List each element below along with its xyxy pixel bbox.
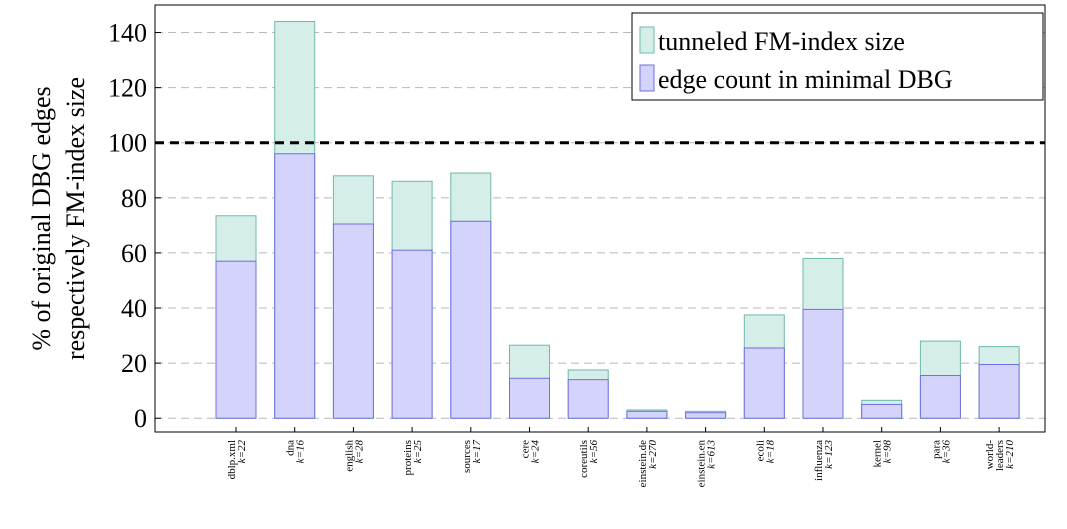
x-tick-label: k=123	[823, 440, 835, 469]
y-tick-label: 100	[108, 129, 147, 158]
x-tick-label: k=25	[412, 440, 424, 464]
x-tick-label: k=613	[706, 440, 718, 469]
y-tick-label: 140	[108, 19, 147, 48]
x-tick-label: k=16	[295, 440, 307, 464]
bar	[215, 260, 257, 419]
x-tick-label: k=18	[764, 440, 776, 464]
x-tick-label: k=24	[530, 440, 542, 464]
y-tick-label: 60	[121, 239, 147, 268]
x-tick-label: kernel	[872, 440, 884, 467]
y-tick-label: 20	[121, 349, 147, 378]
x-tick-label: leaders	[994, 440, 1006, 471]
bar	[743, 347, 785, 419]
x-tick-label: english	[343, 440, 355, 472]
x-tick-label: k=210	[1004, 440, 1016, 469]
legend-swatch	[639, 26, 655, 54]
y-tick-label: 80	[121, 184, 147, 213]
legend-swatch	[639, 64, 655, 92]
y-tick-label: 0	[134, 404, 147, 433]
bar	[567, 379, 609, 419]
legend-box	[631, 12, 1044, 101]
x-tick-label: k=98	[882, 440, 894, 464]
bar	[978, 364, 1020, 419]
x-tick-label: proteins	[402, 440, 414, 475]
bar	[274, 153, 316, 419]
y-axis-label: % of original DBG edges	[27, 86, 56, 350]
y-tick-label: 40	[121, 294, 147, 323]
x-tick-label: einstein.en	[696, 440, 708, 488]
bar	[626, 410, 668, 419]
y-axis-label: respectively FM-index size	[61, 77, 90, 360]
legend-label: edge count in minimal DBG	[658, 65, 953, 94]
bar	[919, 375, 961, 419]
bar	[391, 249, 433, 419]
x-tick-label: einstein.de	[637, 440, 649, 487]
x-tick-label: coreutils	[578, 440, 590, 478]
x-tick-label: k=22	[236, 440, 248, 464]
x-tick-label: k=17	[471, 440, 483, 464]
x-tick-label: ecoli	[754, 440, 766, 461]
bar	[685, 412, 727, 419]
x-tick-label: k=36	[940, 440, 952, 464]
bar	[450, 220, 492, 419]
bar	[332, 223, 374, 419]
x-tick-label: influenza	[813, 440, 825, 481]
plot-frame	[154, 4, 1046, 433]
bar	[861, 403, 903, 419]
x-tick-label: world-	[984, 440, 996, 470]
x-tick-label: sources	[461, 440, 473, 473]
legend-label: tunneled FM-index size	[658, 27, 905, 56]
x-tick-label: cere	[520, 440, 532, 458]
x-tick-label: para	[930, 440, 942, 459]
x-tick-label: dblp.xml	[226, 440, 238, 479]
bar	[802, 308, 844, 419]
x-tick-label: k=270	[647, 440, 659, 469]
x-tick-label: k=28	[353, 440, 365, 464]
x-tick-label: k=56	[588, 440, 600, 464]
y-tick-label: 120	[108, 74, 147, 103]
x-tick-label: dna	[285, 440, 297, 456]
bar	[509, 377, 550, 419]
